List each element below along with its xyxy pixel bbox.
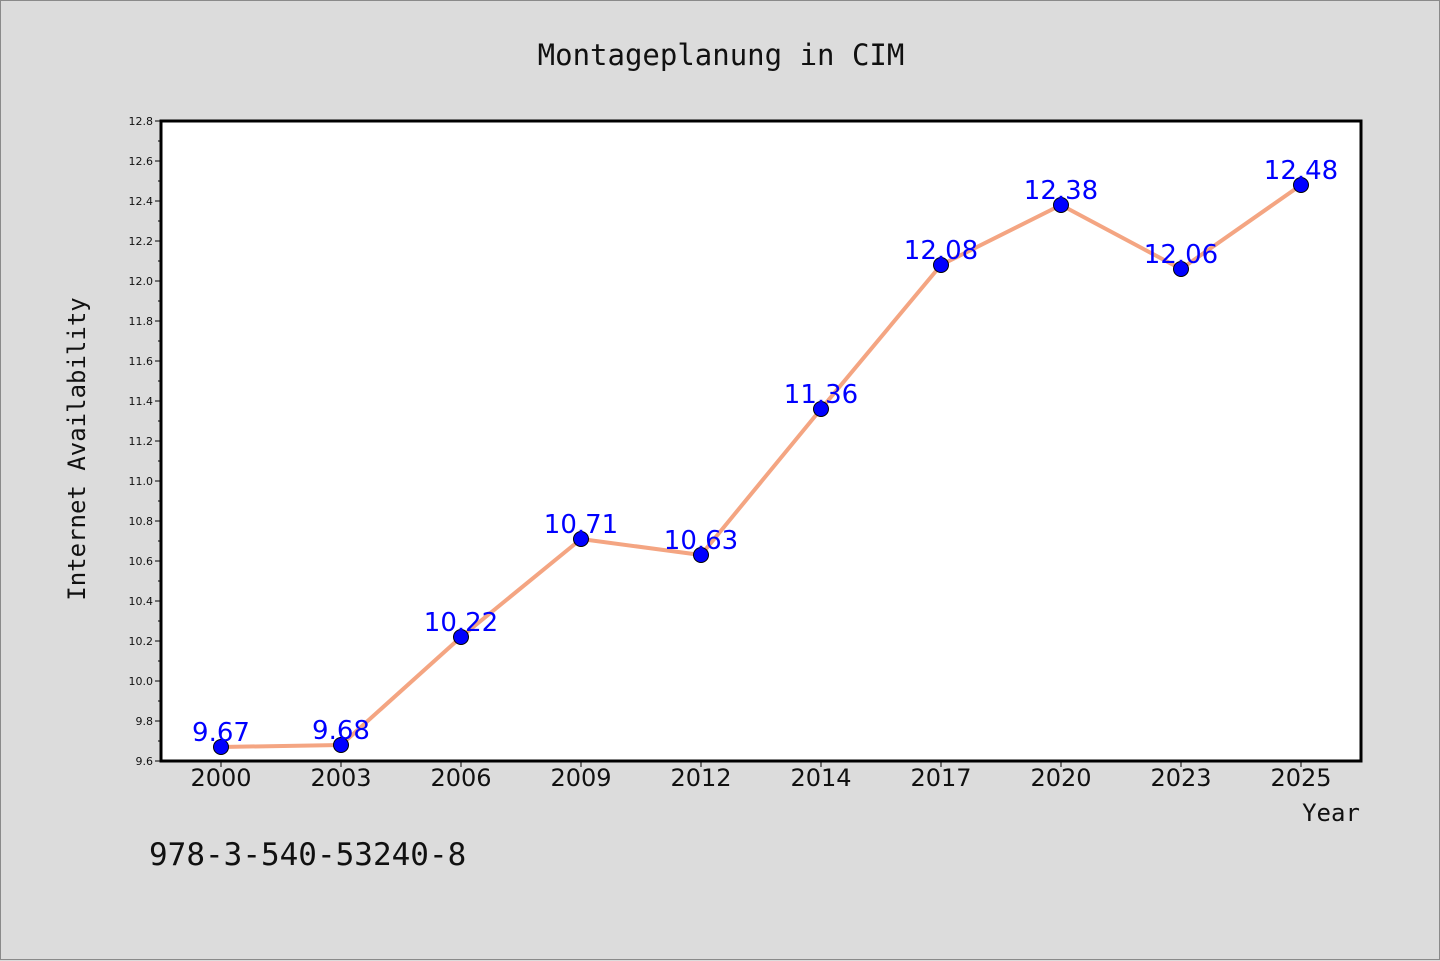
- data-label: 11.36: [784, 380, 858, 410]
- y-tick-label: 12.2: [129, 235, 154, 248]
- data-point: [1053, 197, 1069, 213]
- y-tick-label: 11.2: [129, 435, 154, 448]
- data-label: 9.68: [312, 716, 370, 746]
- data-point: [213, 739, 229, 755]
- y-tick-label: 11.8: [129, 315, 154, 328]
- data-label: 10.71: [544, 510, 618, 540]
- y-tick-label: 12.8: [129, 115, 154, 128]
- x-tick-label: 2003: [310, 764, 371, 792]
- plot-area: [159, 119, 1363, 763]
- y-tick-label: 11.6: [129, 355, 154, 368]
- x-axis: 2000 2003 2006 2009 2012 2014 2017 2020 2023 2025: [190, 761, 1332, 792]
- y-axis: 9.6 9.8 10.0 10.2 10.4 10.6 10.8 11.0 11.2 11.4 11…: [129, 115, 161, 768]
- x-tick-label: 2012: [670, 764, 731, 792]
- y-tick-label: 10.8: [129, 515, 154, 528]
- data-point: [693, 547, 709, 563]
- y-tick-label: 12.4: [129, 195, 154, 208]
- x-tick-label: 2025: [1270, 764, 1331, 792]
- x-tick-label: 2000: [190, 764, 251, 792]
- data-point: [1293, 177, 1309, 193]
- y-tick-label: 11.0: [129, 475, 154, 488]
- chart-title: Montageplanung in CIM: [538, 38, 905, 72]
- data-point: [933, 257, 949, 273]
- data-label: 12.06: [1144, 240, 1218, 270]
- data-label: 12.08: [904, 236, 978, 266]
- series-group: 9.67 9.68 10.22 10.71 10.63 11.36 12.08 12.38 12…: [192, 156, 1338, 755]
- x-tick-label: 2020: [1030, 764, 1091, 792]
- y-tick-label: 11.4: [129, 395, 154, 408]
- data-point: [333, 737, 349, 753]
- y-tick-label: 10.2: [129, 635, 154, 648]
- x-tick-label: 2009: [550, 764, 611, 792]
- x-tick-label: 2006: [430, 764, 491, 792]
- data-label: 10.63: [664, 526, 738, 556]
- footer-isbn: 978-3-540-53240-8: [149, 837, 466, 873]
- data-label: 12.38: [1024, 176, 1098, 206]
- x-tick-label: 2017: [910, 764, 971, 792]
- data-label: 12.48: [1264, 156, 1338, 186]
- y-tick-label: 12.0: [129, 275, 154, 288]
- data-point: [1173, 261, 1189, 277]
- y-tick-label: 12.6: [129, 155, 154, 168]
- data-point: [813, 401, 829, 417]
- x-axis-title: Year: [1302, 799, 1360, 827]
- y-tick-label: 9.6: [136, 755, 154, 768]
- y-tick-label: 9.8: [136, 715, 154, 728]
- y-tick-label: 10.4: [129, 595, 154, 608]
- y-axis-title: Internet Availability: [63, 297, 91, 600]
- x-tick-label: 2023: [1150, 764, 1211, 792]
- data-label: 10.22: [424, 608, 498, 638]
- y-tick-label: 10.6: [129, 555, 154, 568]
- y-tick-label: 10.0: [129, 675, 154, 688]
- data-point: [573, 531, 589, 547]
- series-line: [220, 183, 1303, 749]
- data-label: 9.67: [192, 718, 250, 748]
- x-tick-label: 2014: [790, 764, 851, 792]
- data-point: [453, 629, 469, 645]
